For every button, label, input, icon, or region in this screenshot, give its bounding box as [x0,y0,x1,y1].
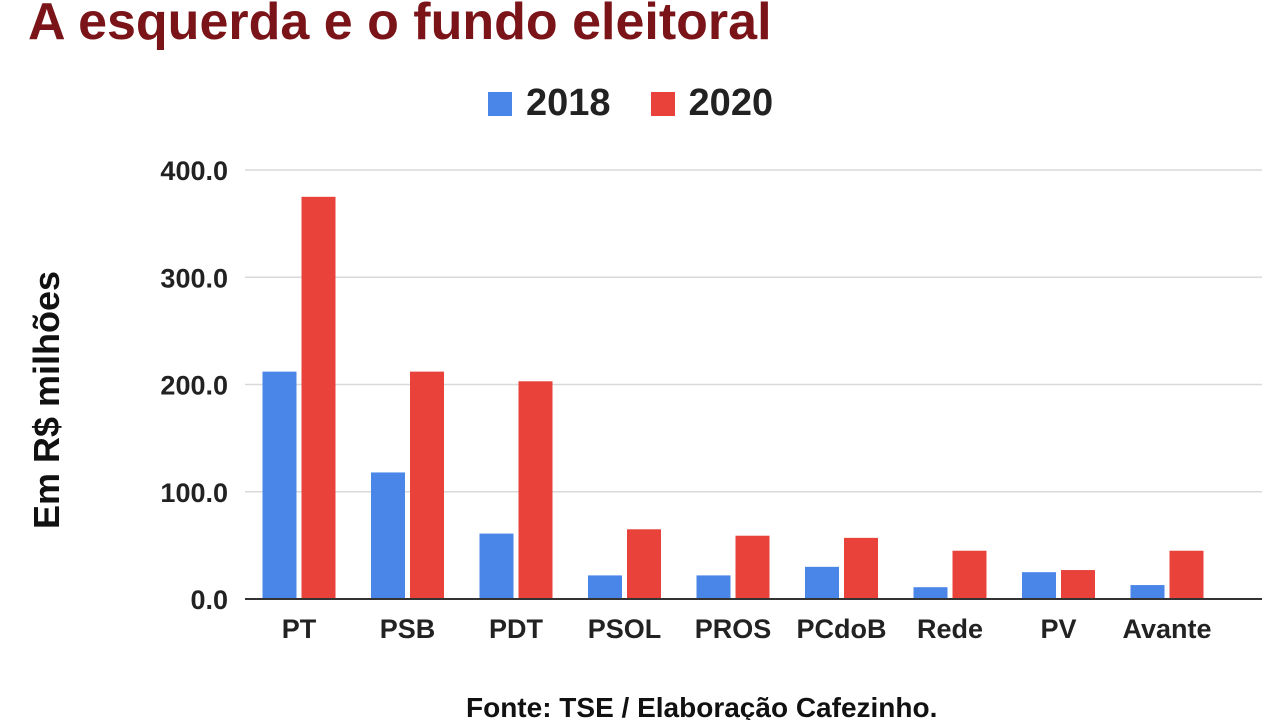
bar-psol-2018 [588,575,622,599]
source-note: Fonte: TSE / Elaboração Cafezinho. [466,692,938,720]
chart-legend: 2018 2020 [488,82,813,125]
bar-pros-2018 [696,575,731,599]
y-tick-label: 200.0 [160,371,228,401]
bar-pcdob-2018 [805,566,839,599]
bar-pcdob-2020 [844,537,878,599]
bar-pdt-2018 [479,533,514,599]
bar-psb-2020 [410,371,444,599]
legend-swatch-2020 [650,91,675,116]
x-tick-label: PV [1040,614,1076,644]
bar-pt-2020 [301,196,336,599]
legend-label-2020: 2020 [688,82,774,124]
y-tick-label: 300.0 [160,263,228,293]
legend-item-2020: 2020 [650,82,774,125]
bar-pdt-2020 [518,381,553,599]
y-tick-label: 0.0 [190,585,228,615]
legend-swatch-2018 [488,91,512,116]
bar-avante-2020 [1169,550,1204,599]
bar-pv-2020 [1061,570,1095,599]
bar-psol-2020 [627,529,661,599]
bar-pt-2018 [262,371,297,599]
x-tick-label: PCdoB [797,614,887,644]
x-tick-label: PT [282,614,317,644]
chart-title: A esquerda e o fundo eleitoral [28,0,772,51]
x-tick-label: PSOL [588,614,662,644]
legend-label-2018: 2018 [526,82,611,124]
y-tick-label: 400.0 [160,156,228,186]
bar-pv-2018 [1022,572,1056,599]
y-tick-label: 100.0 [160,478,228,508]
x-tick-label: Avante [1122,614,1211,644]
x-tick-label: PROS [695,614,772,644]
bar-pros-2020 [735,535,770,599]
bar-avante-2018 [1130,585,1165,599]
bar-rede-2018 [913,587,948,599]
x-tick-label: Rede [917,614,983,644]
x-tick-label: PDT [489,614,544,644]
bar-rede-2020 [952,550,987,599]
x-tick-label: PSB [380,614,436,644]
legend-item-2018: 2018 [488,82,611,125]
bar-psb-2018 [371,472,405,599]
